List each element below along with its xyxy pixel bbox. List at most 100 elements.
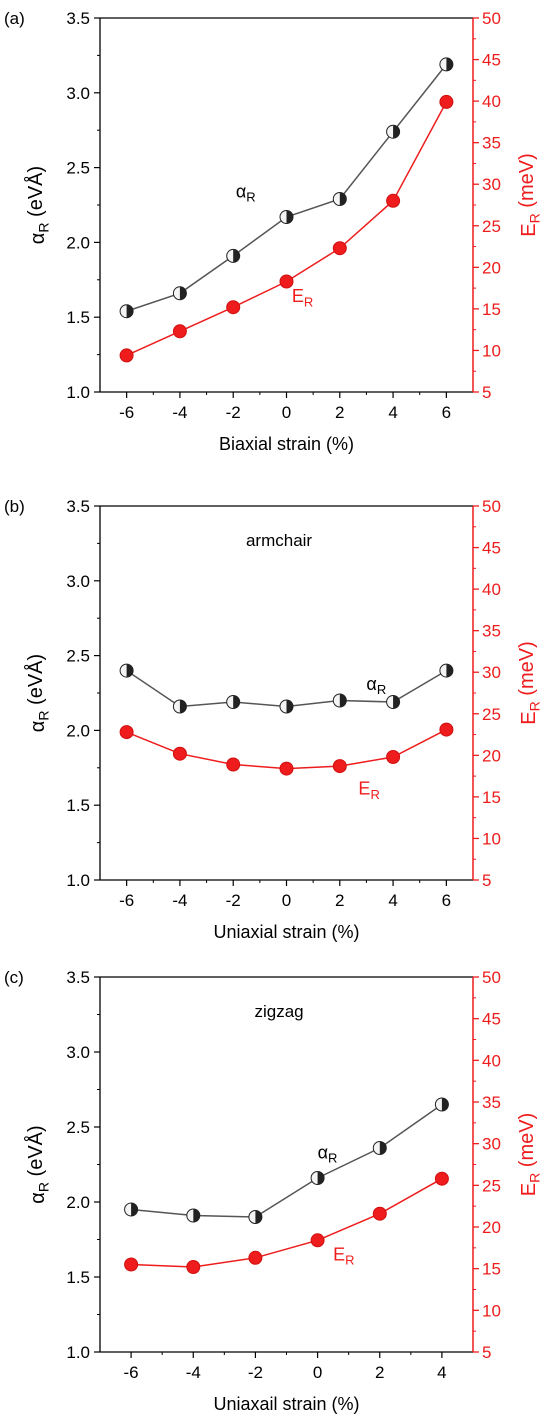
- panel-label: (a): [4, 9, 25, 28]
- bottom-tick-label: -4: [186, 1363, 201, 1382]
- bottom-tick-label: 0: [313, 1363, 322, 1382]
- bottom-tick-label: 0: [282, 891, 291, 910]
- data-point-alpha: [279, 210, 294, 224]
- data-point-energy: [439, 722, 454, 737]
- data-point-alpha: [226, 248, 241, 263]
- left-tick-label: 2.0: [66, 721, 90, 740]
- left-tick-label: 3.0: [66, 84, 90, 103]
- right-tick-label: 5: [482, 1343, 491, 1362]
- left-tick-label: 3.5: [66, 9, 90, 28]
- left-tick-label: 2.5: [66, 1118, 90, 1137]
- bottom-tick-label: -2: [226, 403, 241, 422]
- data-point-energy: [332, 241, 347, 256]
- data-point-alpha: [186, 1208, 201, 1223]
- point-half: [339, 694, 347, 707]
- x-axis-label: Biaxial strain (%): [219, 434, 354, 454]
- point-half: [193, 1209, 200, 1222]
- right-tick-label: 10: [482, 341, 501, 360]
- data-point-alpha: [332, 693, 347, 708]
- point-half: [379, 1141, 387, 1155]
- x-axis-label: Uniaxail strain (%): [213, 1394, 359, 1414]
- data-point-alpha: [332, 192, 347, 206]
- right-y-axis-label: ER (meV): [516, 1113, 542, 1196]
- point-half: [126, 304, 134, 318]
- point-half: [233, 249, 240, 263]
- right-tick-label: 20: [482, 1218, 501, 1237]
- data-point-alpha: [279, 699, 294, 714]
- x-axis-label: Uniaxial strain (%): [213, 922, 359, 942]
- right-tick-label: 50: [482, 9, 501, 28]
- right-tick-label: 40: [482, 1051, 501, 1070]
- right-tick-label: 45: [482, 51, 501, 70]
- left-tick-label: 2.5: [66, 159, 90, 178]
- data-point-energy: [310, 1233, 325, 1248]
- point-half: [446, 664, 453, 678]
- annotation-alpha-r: αR: [318, 1143, 338, 1166]
- data-point-alpha: [119, 304, 134, 319]
- bottom-tick-label: -6: [119, 891, 134, 910]
- chart-panel-3: 1.01.52.02.53.03.55101520253035404550-6-…: [4, 968, 542, 1414]
- data-point-energy: [386, 193, 401, 208]
- right-tick-label: 10: [482, 829, 501, 848]
- data-point-energy: [172, 746, 187, 761]
- left-tick-label: 2.5: [66, 647, 90, 666]
- point-half: [446, 57, 453, 71]
- annotation-e-r: ER: [333, 1245, 354, 1268]
- left-tick-label: 1.5: [66, 796, 90, 815]
- left-tick-label: 3.0: [66, 1043, 90, 1062]
- data-point-alpha: [434, 1097, 449, 1112]
- point-half: [179, 700, 187, 713]
- data-point-alpha: [248, 1210, 263, 1224]
- left-tick-label: 1.0: [66, 383, 90, 402]
- annotation-e-r: ER: [358, 779, 379, 802]
- data-point-energy: [124, 1257, 139, 1272]
- right-tick-label: 50: [482, 497, 501, 516]
- right-tick-label: 35: [482, 622, 501, 641]
- bottom-tick-label: -6: [124, 1363, 139, 1382]
- left-tick-label: 2.0: [66, 233, 90, 252]
- right-tick-label: 25: [482, 217, 501, 236]
- series-line-energy: [126, 101, 448, 357]
- bottom-tick-label: -2: [248, 1363, 263, 1382]
- panel-label: (c): [4, 968, 24, 987]
- right-y-axis-label: ER (meV): [516, 153, 542, 236]
- left-y-axis-label: αR (eVÅ): [24, 654, 51, 732]
- right-tick-label: 25: [482, 1176, 501, 1195]
- right-tick-label: 15: [482, 788, 501, 807]
- data-point-energy: [172, 324, 187, 339]
- bottom-tick-label: 2: [335, 891, 344, 910]
- data-point-alpha: [172, 286, 187, 301]
- point-half: [233, 695, 240, 709]
- data-point-energy: [119, 348, 134, 363]
- left-y-axis-label: αR (eVÅ): [24, 166, 51, 244]
- point-half: [393, 695, 400, 709]
- right-tick-label: 40: [482, 580, 501, 599]
- right-tick-label: 35: [482, 1093, 501, 1112]
- right-tick-label: 15: [482, 1260, 501, 1279]
- series-line-energy: [131, 1178, 443, 1268]
- data-point-alpha: [372, 1141, 387, 1155]
- right-tick-label: 5: [482, 871, 491, 890]
- right-tick-label: 40: [482, 92, 501, 111]
- bottom-tick-label: 6: [442, 891, 451, 910]
- data-point-energy: [434, 1171, 449, 1186]
- point-half: [339, 192, 347, 206]
- right-tick-label: 35: [482, 134, 501, 153]
- right-tick-label: 15: [482, 300, 501, 319]
- bottom-tick-label: -4: [172, 403, 187, 422]
- left-y-axis-label: αR (eVÅ): [24, 1125, 51, 1203]
- right-tick-label: 30: [482, 1135, 501, 1154]
- point-half: [317, 1171, 325, 1185]
- data-point-energy: [248, 1250, 263, 1265]
- data-point-energy: [226, 300, 241, 315]
- data-point-alpha: [439, 57, 454, 72]
- right-y-axis-label: ER (meV): [516, 641, 542, 724]
- panel-label: (b): [4, 497, 25, 516]
- right-tick-label: 5: [482, 383, 491, 402]
- data-point-energy: [372, 1206, 387, 1221]
- point-half: [255, 1210, 262, 1224]
- point-half: [179, 286, 187, 300]
- panel-inner-label: armchair: [246, 531, 312, 550]
- data-point-energy: [439, 94, 454, 109]
- left-tick-label: 3.5: [66, 968, 90, 987]
